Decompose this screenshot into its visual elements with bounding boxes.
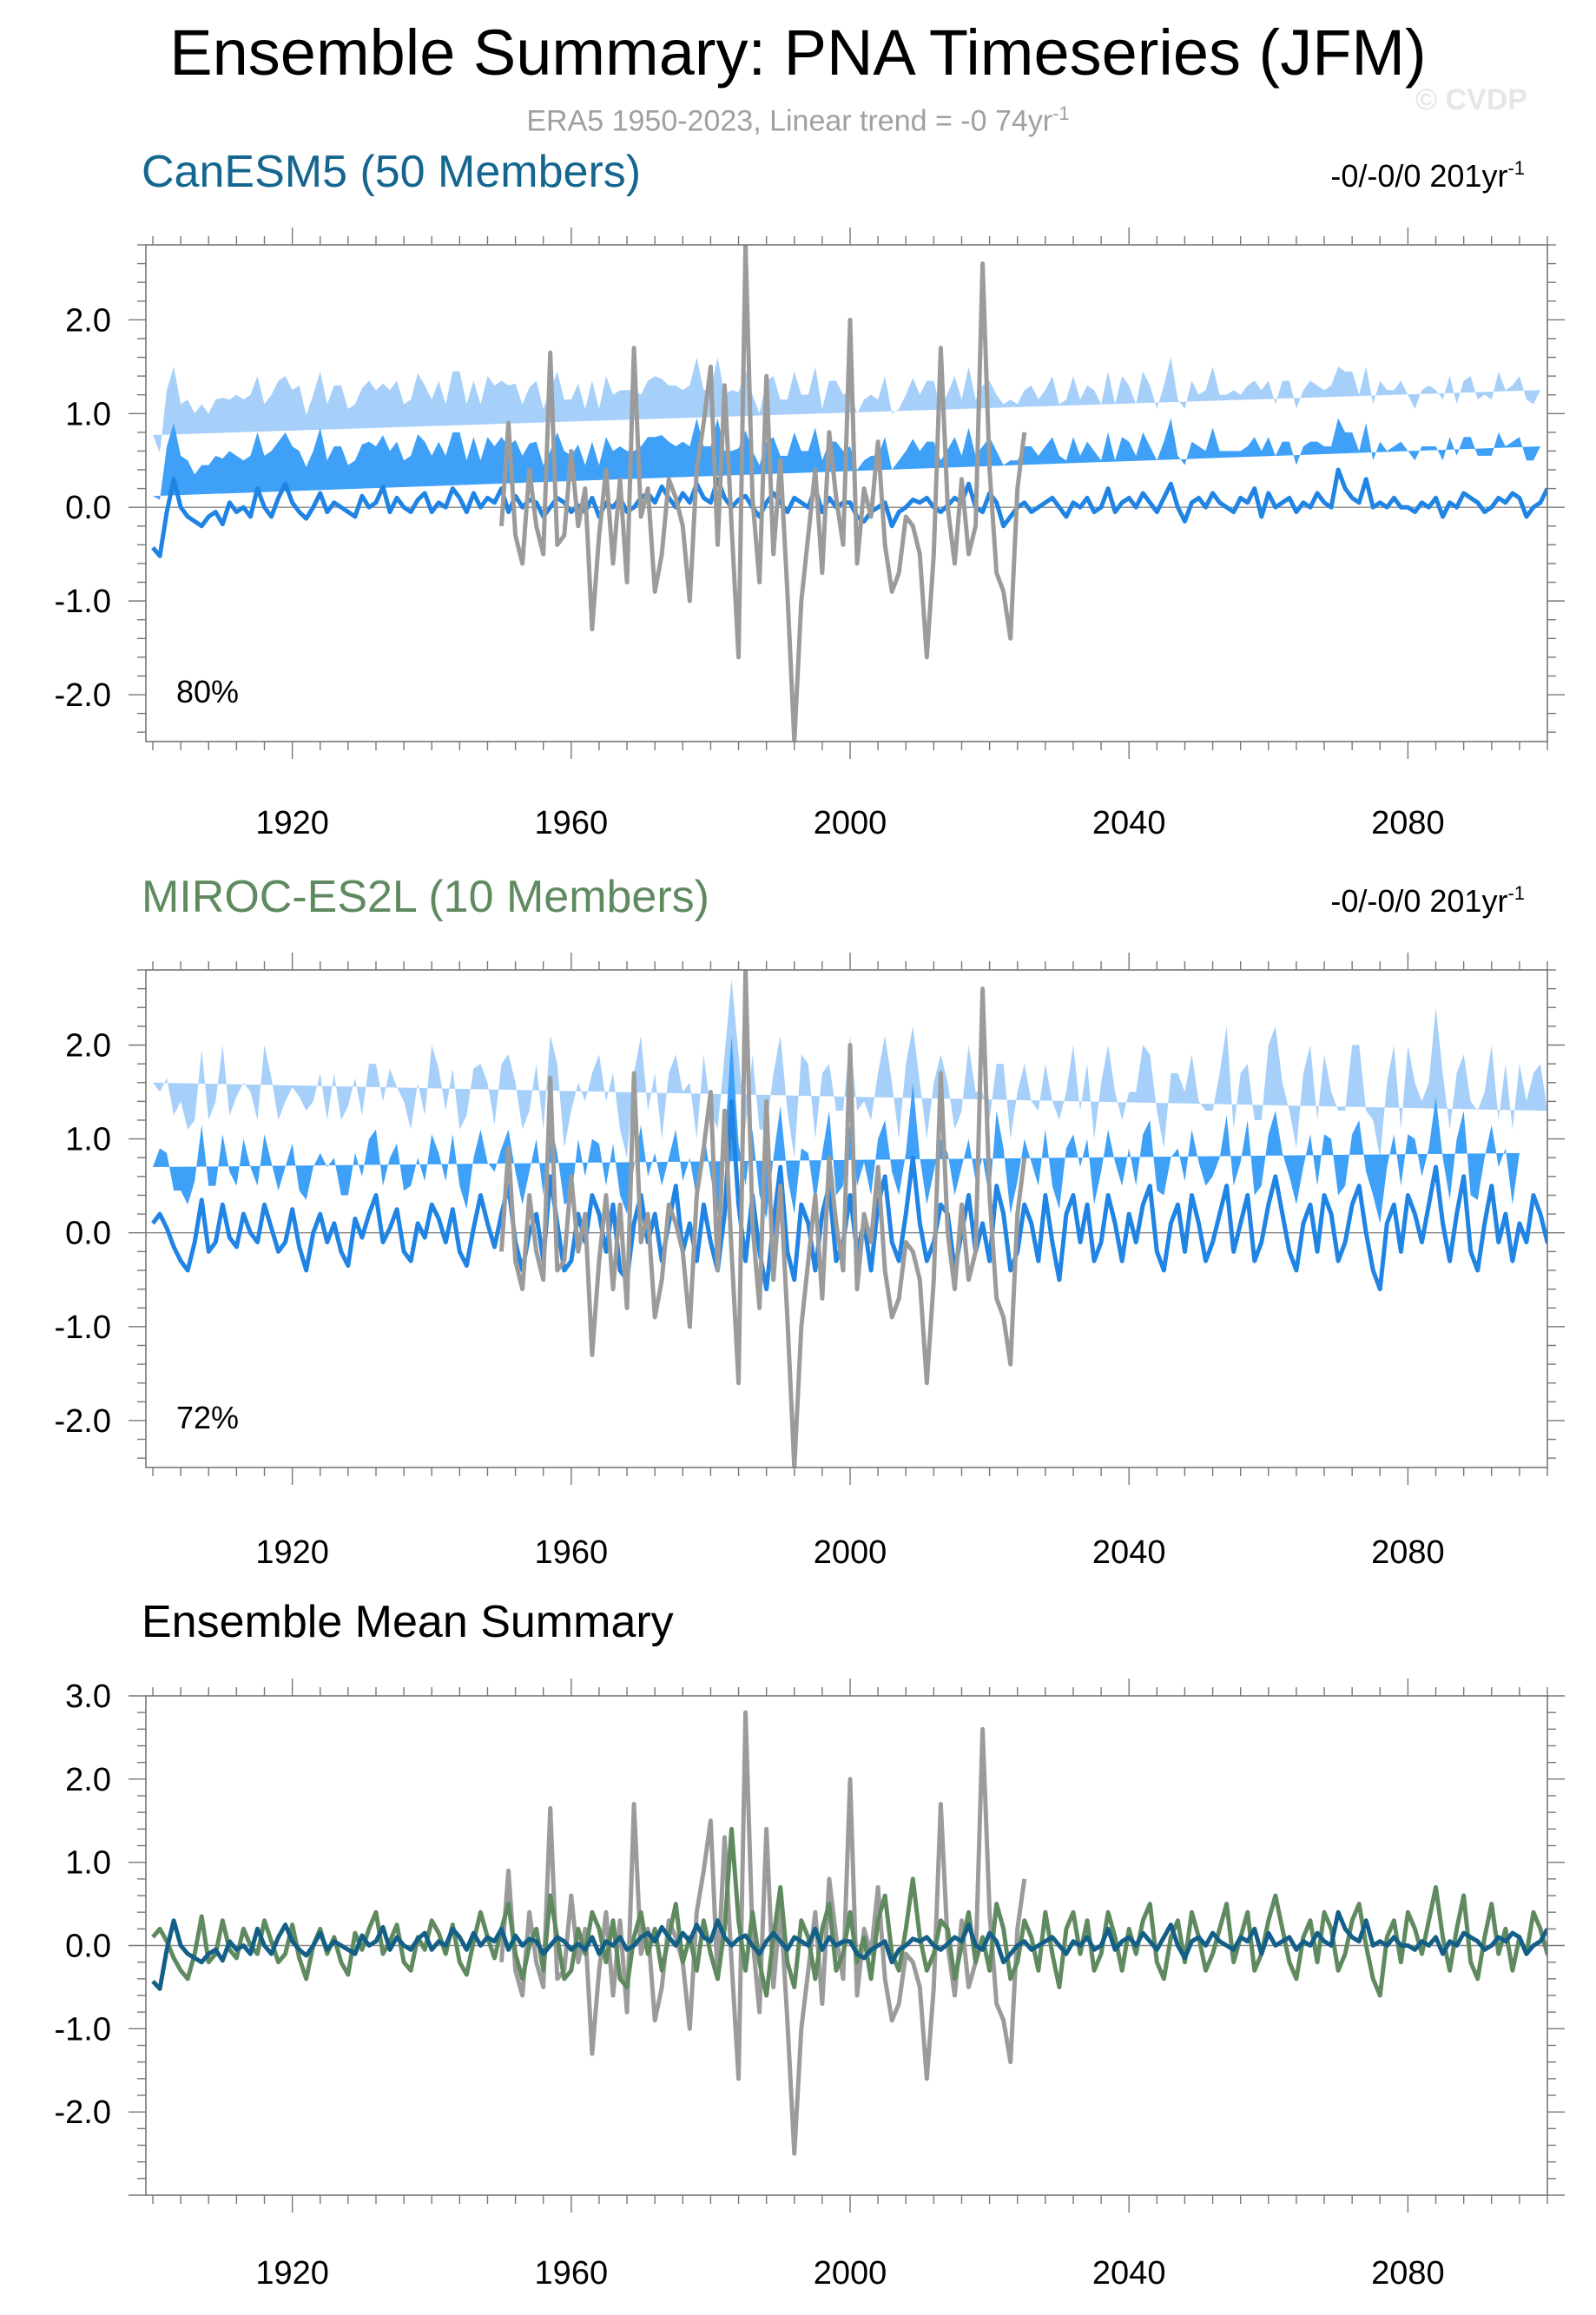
trend-label: -0/-0/0 201yr-1 [1330,157,1525,194]
y-tick-label: 0.0 [65,1216,111,1252]
y-tick-label: 3.0 [65,1679,111,1715]
x-tick-label: 2080 [1371,1534,1445,1571]
y-tick-label: 1.0 [65,1122,111,1158]
page-title: Ensemble Summary: PNA Timeseries (JFM) [169,16,1427,89]
panel-title: CanESM5 (50 Members) [142,147,641,197]
x-tick-label: 1960 [535,2255,609,2292]
panel-2 [129,953,1565,1485]
y-tick-label: 2.0 [65,1027,111,1064]
y-tick-label: -2.0 [55,677,111,714]
y-tick-label: -1.0 [55,584,111,620]
inner-spread-band [153,1035,1520,1223]
x-tick-label: 2000 [814,805,887,841]
x-tick-label: 2040 [1092,1534,1166,1571]
subtitle-exponent: -1 [1052,102,1070,124]
y-tick-label: 1.0 [65,396,111,432]
y-tick-label: 0.0 [65,1929,111,1965]
percent-annotation: 80% [176,674,239,709]
trend-text: -0/-0/0 201yr [1330,158,1507,194]
x-tick-label: 1920 [255,1534,329,1571]
y-tick-label: 1.0 [65,1845,111,1882]
panel-title: MIROC-ES2L (10 Members) [142,872,709,922]
y-tick-label: -2.0 [55,2094,111,2131]
x-tick-label: 2080 [1371,2255,1445,2292]
canesm5-mean-line [151,1909,1547,1991]
ensemble-mean-line [151,467,1547,558]
panel-title: Ensemble Mean Summary [142,1597,674,1647]
x-tick-label: 1960 [535,1534,609,1571]
y-tick-label: -1.0 [55,1309,111,1346]
observation-line [499,970,1027,1467]
x-tick-label: 2000 [814,1534,887,1571]
x-tick-label: 2040 [1092,805,1166,841]
y-tick-label: 2.0 [65,1762,111,1798]
y-tick-label: -1.0 [55,2011,111,2048]
percent-annotation: 72% [176,1400,239,1435]
observation-line [499,1710,1027,2156]
plot-area [146,245,1547,742]
x-tick-label: 2000 [814,2255,887,2292]
trend-label: -0/-0/0 201yr-1 [1330,882,1525,919]
y-tick-label: 2.0 [65,302,111,339]
trend-exponent: -1 [1507,882,1525,904]
subtitle-text: ERA5 1950-2023, Linear trend = -0 74yr [526,104,1053,138]
trend-exponent: -1 [1507,157,1525,179]
y-tick-label: 0.0 [65,490,111,526]
x-tick-label: 1920 [255,805,329,841]
x-tick-label: 2080 [1371,805,1445,841]
x-tick-label: 1960 [535,805,609,841]
plot-frame [145,244,1548,742]
panel-1 [129,228,1565,759]
panel-3 [129,1679,1565,2213]
plot-area [146,970,1547,1467]
plot-area [146,1710,1547,2156]
watermark: © CVDP [1415,83,1527,116]
x-tick-label: 1920 [255,2255,329,2292]
x-tick-label: 2040 [1092,2255,1166,2292]
observation-line [499,245,1027,742]
page-subtitle: ERA5 1950-2023, Linear trend = -0 74yr-1 [0,102,1596,138]
plot-frame [145,969,1548,1468]
y-tick-label: -2.0 [55,1403,111,1440]
trend-text: -0/-0/0 201yr [1330,883,1507,919]
